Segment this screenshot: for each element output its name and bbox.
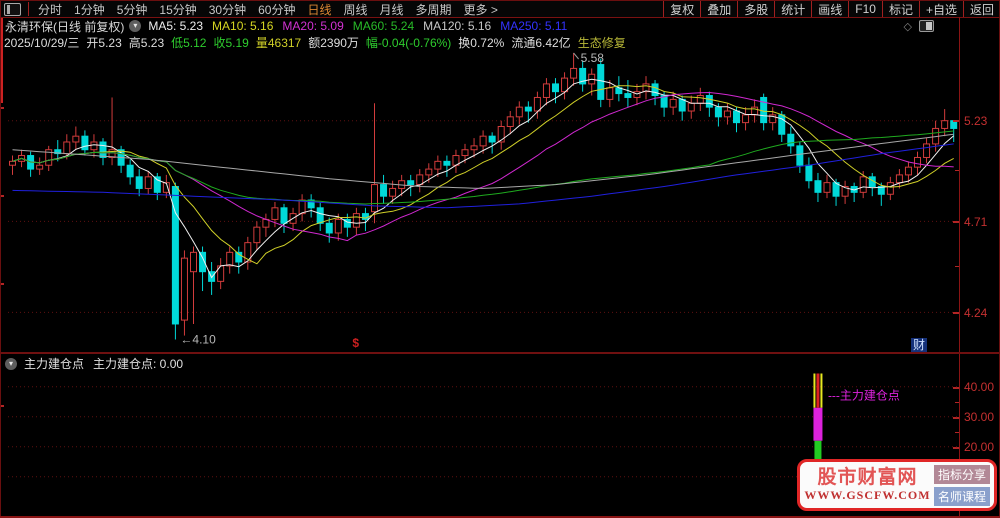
svg-text:---主力建仓点: ---主力建仓点 [828,389,900,403]
axis-tick [955,432,959,433]
axis-tick [0,405,4,407]
ma-label: MA20: 5.09 [282,19,344,33]
axis-tick-label: 4.71 [964,215,988,229]
menu-item-30分钟[interactable]: 30分钟 [208,2,247,17]
svg-text:←4.10: ←4.10 [180,332,216,346]
quote-info-bar: 2025/10/29/三 开5.23 高5.23 低5.12 收5.19 量46317 额2… [0,34,956,51]
border-left [0,0,1,518]
toolbar-button-叠加[interactable]: 叠加 [700,1,737,17]
chevron-down-icon[interactable]: ▾ [129,20,142,32]
svg-text:$: $ [352,336,359,350]
diamond-icon[interactable]: ◇ [903,20,912,33]
toolbar-button-F10[interactable]: F10 [848,1,882,17]
axis-tick [955,266,959,267]
menu-item-5分钟[interactable]: 5分钟 [116,2,148,17]
axis-tick [0,107,4,109]
ma-label: MA5: 5.23 [148,19,204,33]
quote-field: 开5.23 [86,36,122,50]
price-axis-line [959,17,960,517]
watermark-title: 股市财富网 [817,467,918,488]
quote-field: 收5.19 [213,36,249,50]
axis-tick-label: 30.00 [964,410,995,424]
menu-item-1分钟[interactable]: 1分钟 [74,2,105,17]
panel-toggle-icon[interactable] [4,2,21,16]
panel-toggle-bar [7,4,10,14]
toolbar-button-标记[interactable]: 标记 [881,1,919,17]
indicator-title[interactable]: 主力建仓点 [24,357,85,371]
ma-label: MA120: 5.16 [423,19,492,33]
menu-item-多周期[interactable]: 多周期 [415,2,452,17]
border-top [0,0,1000,1]
quote-field: 幅-0.04(-0.76%) [365,36,452,50]
svg-text:5.58: 5.58 [581,51,605,65]
quote-field: 低5.12 [171,36,207,50]
quote-field: 流通6.42亿 [511,36,571,50]
toolbar-button-多股[interactable]: 多股 [737,1,774,17]
watermark-card: 股市财富网 WWW.GSCFW.COM 指标分享 名师课程 [797,459,997,511]
axis-tick [953,417,959,419]
toolbar-button-复权[interactable]: 复权 [663,1,700,17]
menubar-divider [28,2,29,16]
ma-label: MA10: 5.16 [212,19,274,33]
menu-item-月线[interactable]: 月线 [379,2,404,17]
window-icon-pane [926,22,932,30]
menu-item-更多 >[interactable]: 更多 > [463,2,498,17]
main-candlestick-chart: 5.58 ←4.10 $ [8,51,960,350]
axis-tick [955,170,959,171]
left-scroll-accent [0,18,3,103]
watermark-badge-indicator-share: 指标分享 [933,464,990,484]
period-menubar: 分时 1分钟 5分钟 15分钟 30分钟 60分钟 日线 周线 月线 多周期 更多 > 复权 叠加 多股… [0,0,1000,18]
axis-tick [0,195,4,197]
axis-tick [953,447,959,449]
quote-field: 额2390万 [308,36,359,50]
axis-tick-label: 4.24 [964,306,988,320]
period-menu: 分时 1分钟 5分钟 15分钟 30分钟 60分钟 日线 周线 月线 多周期 更多 > [38,1,510,18]
axis-tick [953,387,959,389]
menu-item-15分钟[interactable]: 15分钟 [159,2,197,17]
toolbar-button-画线[interactable]: 画线 [811,1,848,17]
watermark-badge-teacher-course: 名师课程 [933,486,990,506]
indicator-value: 主力建仓点: 0.00 [93,357,184,371]
indicator-header: ▾ 主力建仓点 主力建仓点: 0.00 [0,355,956,372]
quote-field: 高5.23 [128,36,165,50]
ma-value-labels: MA5: 5.23 MA10: 5.16 MA20: 5.09 MA60: 5.24 M… [148,19,576,33]
quote-field: 量46317 [255,36,302,50]
quote-field: 换0.72% [458,36,505,50]
axis-tick-label: 40.00 [964,380,995,394]
axis-tick [953,312,959,314]
stock-title: 永清环保(日线 前复权) [5,19,125,34]
ma-label: MA60: 5.24 [352,19,415,33]
toolbar-button-+自选[interactable]: +自选 [918,1,963,17]
axis-tick-label: 20.00 [964,440,995,454]
axis-tick [0,283,4,285]
right-toolbar: 复权 叠加 多股 统计 画线 F10 标记 +自选 返回 [663,1,1000,17]
panel-splitter[interactable] [0,352,1000,354]
axis-tick [955,402,959,403]
watermark-text-block: 股市财富网 WWW.GSCFW.COM [804,467,931,503]
axis-tick [953,120,959,122]
menu-item-分时[interactable]: 分时 [38,2,63,17]
window-icon[interactable] [919,20,934,32]
menu-item-日线[interactable]: 日线 [307,2,332,17]
border-bottom [0,516,1000,518]
axis-tick [953,221,959,223]
ma-label: MA250: 5.11 [500,19,568,33]
quote-field: 生态修复 [577,36,626,50]
quote-field: 2025/10/29/三 [4,36,80,50]
watermark-badges: 指标分享 名师课程 [933,464,990,506]
toolbar-button-返回[interactable]: 返回 [962,1,1000,17]
menu-item-周线[interactable]: 周线 [343,2,368,17]
cai-badge: 财 [911,338,928,352]
toolbar-button-统计[interactable]: 统计 [774,1,811,17]
chevron-down-icon[interactable]: ▾ [5,357,17,370]
axis-tick-label: 5.23 [964,114,988,128]
chart-header-row: 永清环保(日线 前复权) ▾ MA5: 5.23 MA10: 5.16 MA20: … [0,18,956,34]
watermark-url: WWW.GSCFW.COM [804,488,931,502]
indicator-bar-chart: ---主力建仓点 [8,373,960,507]
menu-item-60分钟[interactable]: 60分钟 [258,2,296,17]
